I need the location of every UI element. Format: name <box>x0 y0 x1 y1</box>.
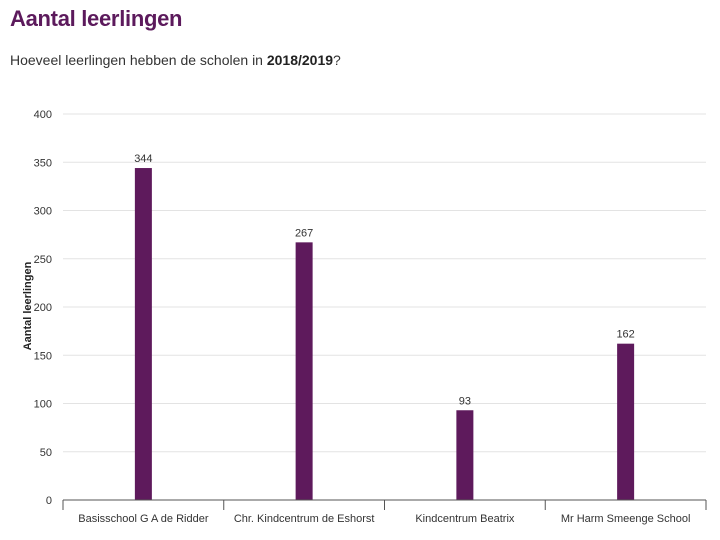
x-category-label: Mr Harm Smeenge School <box>561 513 691 525</box>
data-label: 162 <box>616 329 634 341</box>
subtitle-text: Hoeveel leerlingen hebben de scholen in <box>10 52 267 68</box>
subtitle-end: ? <box>333 52 341 68</box>
x-category-label: Chr. Kindcentrum de Eshorst <box>234 513 375 525</box>
y-tick-label: 0 <box>46 495 52 507</box>
data-label: 344 <box>134 153 152 165</box>
chart-subtitle: Hoeveel leerlingen hebben de scholen in … <box>10 52 341 68</box>
data-label: 267 <box>295 227 313 239</box>
y-tick-label: 150 <box>34 350 52 362</box>
x-axis: Basisschool G A de Ridder Chr. Kindcentru… <box>62 499 707 525</box>
bar <box>134 168 152 501</box>
y-tick-label: 200 <box>34 302 52 314</box>
y-tick-label: 350 <box>34 157 52 169</box>
chart-title: Aantal leerlingen <box>10 6 183 31</box>
y-tick-label: 50 <box>40 447 52 459</box>
y-tick-label: 400 <box>34 109 52 121</box>
y-axis-label: Aantal leerlingen <box>22 261 34 350</box>
x-category-label: Kindcentrum Beatrix <box>415 513 515 525</box>
bars <box>134 168 635 501</box>
y-tick-label: 100 <box>34 399 52 411</box>
y-axis-ticks: 0 50 100 150 200 250 300 350 400 <box>34 109 52 507</box>
gridlines <box>63 113 706 453</box>
y-tick-label: 250 <box>34 254 52 266</box>
bar <box>456 410 474 500</box>
y-tick-label: 300 <box>34 206 52 218</box>
x-category-label: Basisschool G A de Ridder <box>78 513 209 525</box>
subtitle-year: 2018/2019 <box>266 52 334 68</box>
bar <box>295 242 313 500</box>
data-labels: 344 267 93 162 <box>134 153 635 407</box>
bar <box>617 343 635 500</box>
data-label: 93 <box>459 395 471 407</box>
